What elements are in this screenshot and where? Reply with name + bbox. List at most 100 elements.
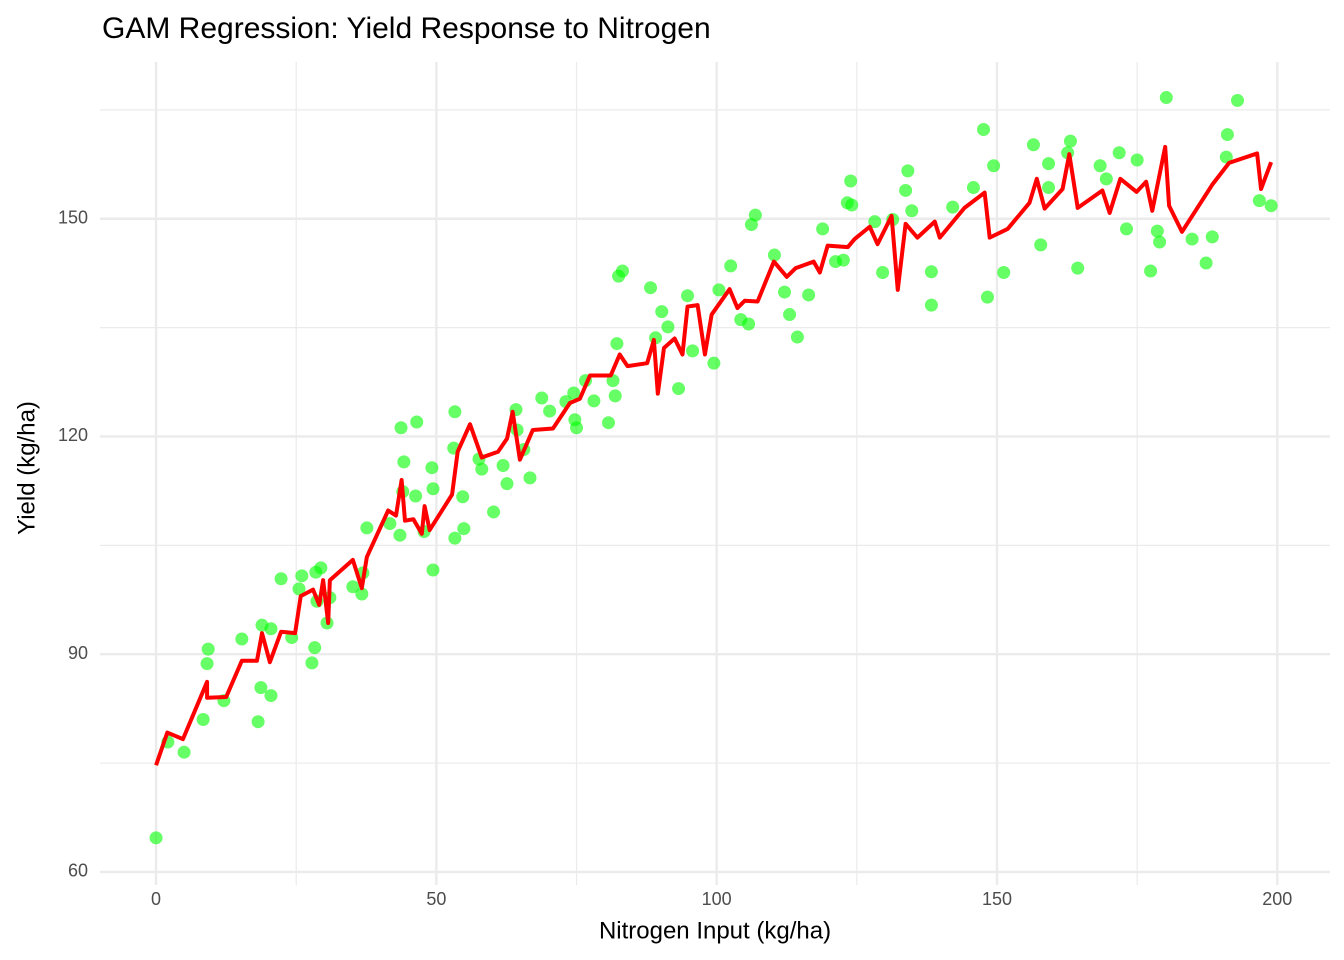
point: [264, 622, 278, 636]
point: [264, 689, 278, 703]
point: [966, 181, 980, 195]
scatter-points: [149, 91, 1278, 845]
y-tick-label: 90: [68, 643, 88, 663]
point: [426, 563, 440, 577]
x-tick-label: 100: [702, 889, 732, 909]
point: [308, 641, 322, 655]
point: [1144, 264, 1158, 278]
point: [1199, 256, 1213, 270]
point: [456, 490, 470, 504]
y-tick-label: 150: [58, 208, 88, 228]
point: [980, 290, 994, 304]
point: [1063, 134, 1077, 148]
point: [274, 572, 288, 586]
point: [196, 713, 210, 727]
point: [543, 404, 557, 418]
point: [314, 561, 328, 575]
point: [570, 421, 584, 435]
point: [535, 391, 549, 405]
point: [1205, 230, 1219, 244]
y-tick-label: 120: [58, 425, 88, 445]
point: [644, 281, 658, 295]
point: [410, 415, 424, 429]
grid: [100, 62, 1330, 885]
point: [1230, 93, 1244, 107]
point: [1150, 224, 1164, 238]
point: [1153, 235, 1167, 249]
point: [409, 489, 423, 503]
x-axis-title: Nitrogen Input (kg/ha): [599, 917, 831, 944]
point: [615, 264, 629, 278]
point: [724, 259, 738, 273]
point: [295, 569, 309, 583]
x-tick-label: 0: [151, 889, 161, 909]
point: [305, 656, 319, 670]
point: [601, 416, 615, 430]
point: [845, 198, 859, 212]
point: [393, 528, 407, 542]
point: [587, 394, 601, 408]
point: [355, 587, 369, 601]
point: [523, 471, 537, 485]
point: [1119, 222, 1133, 236]
x-tick-label: 150: [982, 889, 1012, 909]
point: [1219, 150, 1233, 164]
point: [1252, 194, 1266, 208]
point: [997, 265, 1011, 279]
point: [1071, 261, 1085, 275]
point: [876, 265, 890, 279]
point: [383, 517, 397, 531]
point: [448, 531, 462, 545]
point: [200, 657, 214, 671]
point: [425, 461, 439, 475]
point: [681, 289, 695, 303]
point: [924, 298, 938, 312]
point: [868, 215, 882, 229]
point: [1034, 238, 1048, 252]
point: [487, 505, 501, 519]
point: [448, 405, 462, 419]
point: [672, 382, 686, 396]
point: [748, 208, 762, 222]
point: [1099, 172, 1113, 186]
point: [836, 253, 850, 267]
point: [901, 164, 915, 178]
point: [987, 159, 1001, 173]
point: [567, 386, 581, 400]
point: [457, 522, 471, 536]
y-tick-label: 60: [68, 861, 88, 881]
point: [778, 285, 792, 299]
point: [1112, 146, 1126, 160]
point: [251, 715, 265, 729]
point: [254, 681, 268, 695]
point: [1042, 157, 1056, 171]
point: [1159, 91, 1173, 105]
point: [394, 421, 408, 435]
point: [767, 248, 781, 262]
y-axis-title: Yield (kg/ha): [13, 401, 40, 535]
point: [346, 580, 360, 594]
point: [712, 283, 726, 297]
point: [235, 632, 249, 646]
point: [177, 745, 191, 759]
point: [496, 459, 510, 473]
point: [661, 320, 675, 334]
point: [686, 344, 700, 358]
point: [924, 265, 938, 279]
point: [977, 122, 991, 136]
point: [201, 642, 215, 656]
x-tick-label: 50: [426, 889, 446, 909]
point: [397, 455, 411, 469]
point: [655, 305, 669, 319]
point: [1042, 181, 1056, 195]
point: [360, 521, 374, 535]
point: [1220, 128, 1234, 142]
point: [790, 330, 804, 344]
point: [1026, 138, 1040, 152]
point: [426, 482, 440, 496]
point: [475, 462, 489, 476]
point: [816, 222, 830, 236]
point: [802, 288, 816, 302]
